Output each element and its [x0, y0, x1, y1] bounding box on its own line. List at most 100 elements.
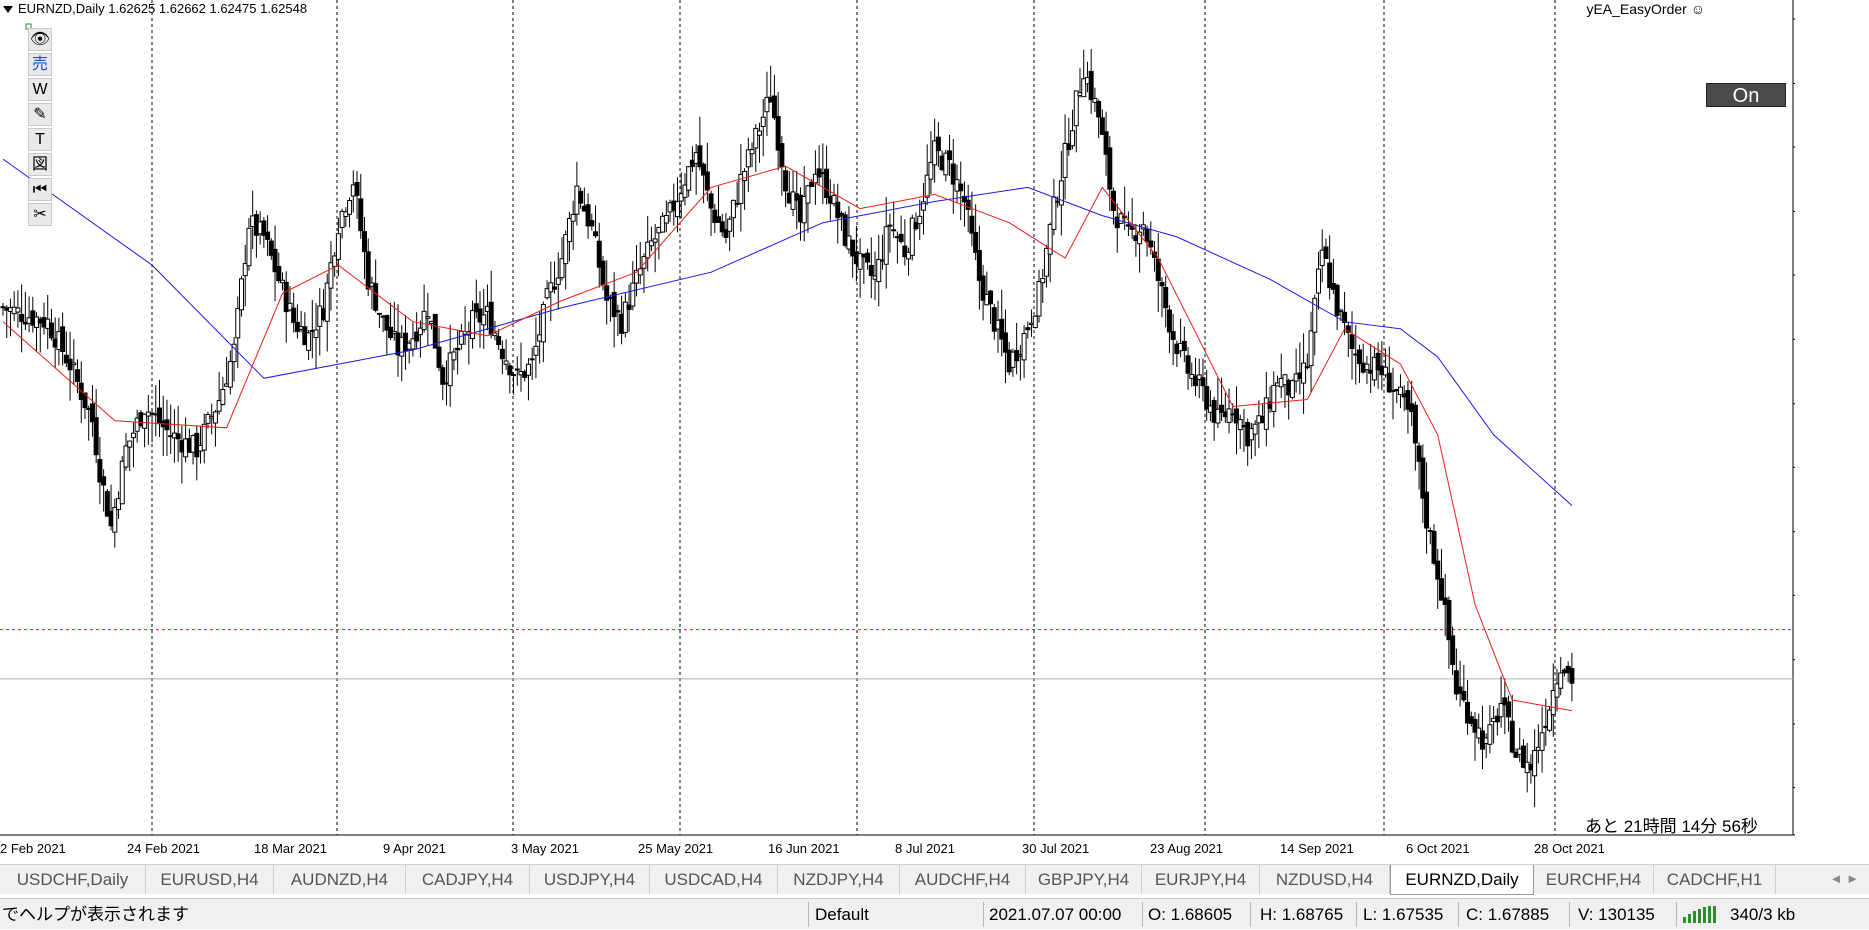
divider [983, 902, 984, 927]
candle-body [1215, 408, 1221, 424]
status-profile[interactable]: Default [815, 905, 869, 924]
candle-body [648, 240, 654, 247]
status-low: L: 1.67535 [1363, 905, 1444, 924]
pencil-icon[interactable]: ✎ [28, 103, 52, 126]
candle-body [950, 163, 956, 185]
candle-body [611, 291, 617, 318]
tab-eurjpy-h4[interactable]: EURJPY,H4 [1142, 865, 1260, 894]
candle-body [1155, 258, 1161, 282]
candle-body [1498, 702, 1504, 718]
tab-gbpjpy-h4[interactable]: GBPJPY,H4 [1026, 865, 1142, 894]
x-tick-label: 24 Feb 2021 [127, 841, 200, 856]
candle-body [1219, 404, 1225, 413]
candle-body [779, 143, 785, 168]
scissors-icon[interactable]: ✂ [28, 203, 52, 226]
candle-body [771, 95, 777, 119]
tab-eurusd-h4[interactable]: EURUSD,H4 [146, 865, 274, 894]
candle-body [1539, 732, 1545, 751]
candle-body [719, 221, 725, 233]
candle-body [1345, 325, 1351, 333]
candle-body [447, 352, 453, 387]
tab-cadjpy-h4[interactable]: CADJPY,H4 [406, 865, 530, 894]
price-chart[interactable]: 1.718801.709701.700701.691601.682601.673… [0, 0, 1795, 862]
w-icon[interactable]: W [28, 78, 52, 101]
candle-body [1237, 419, 1243, 431]
dropdown-triangle-icon[interactable] [3, 6, 13, 14]
chart-area[interactable]: 1.718801.709701.700701.691601.682601.673… [0, 0, 1795, 856]
candle-body [1125, 224, 1131, 227]
candle-body [1118, 213, 1124, 224]
candle-body [704, 171, 710, 191]
candle-body [216, 400, 222, 412]
candle-body [999, 318, 1005, 340]
candle-body [801, 195, 807, 224]
candle-body [887, 224, 893, 227]
candle-body [555, 277, 561, 285]
candle-body [842, 214, 848, 246]
candle-body [1457, 686, 1463, 694]
tab-nzdjpy-h4[interactable]: NZDJPY,H4 [778, 865, 900, 894]
tab-audnzd-h4[interactable]: AUDNZD,H4 [274, 865, 406, 894]
candle-body [432, 313, 438, 349]
rewind-icon[interactable]: ⏮ [28, 178, 52, 201]
candle-body [1002, 332, 1008, 353]
tab-eurchf-h4[interactable]: EURCHF,H4 [1534, 865, 1654, 894]
tab-usdcad-h4[interactable]: USDCAD,H4 [650, 865, 778, 894]
candle-body [1058, 180, 1064, 206]
tab-eurnzd-daily[interactable]: EURNZD,Daily [1390, 865, 1534, 895]
candle-body [824, 168, 830, 198]
candle-body [1181, 340, 1187, 351]
divider [1250, 902, 1251, 927]
tab-nzdusd-h4[interactable]: NZDUSD,H4 [1260, 865, 1390, 894]
candle-body [130, 432, 136, 439]
candle-body [1450, 635, 1456, 665]
candle-body [384, 314, 390, 331]
candle-body [261, 220, 267, 236]
candle-body [1193, 375, 1199, 387]
candle-body [1349, 334, 1355, 350]
candle-body [961, 195, 967, 203]
ea-on-button[interactable]: On [1706, 83, 1786, 107]
tab-cadchf-h1[interactable]: CADCHF,H1 [1654, 865, 1776, 894]
candle-body [898, 233, 904, 243]
tab-usdjpy-h4[interactable]: USDJPY,H4 [530, 865, 650, 894]
candle-body [1472, 719, 1478, 733]
candle-body [1159, 281, 1165, 287]
candle-body [235, 308, 241, 339]
eye-icon[interactable]: 👁 [28, 28, 52, 51]
x-tick-label: 30 Jul 2021 [1022, 841, 1089, 856]
candle-body [1323, 246, 1329, 259]
candle-body [935, 136, 941, 152]
candle-body [622, 301, 628, 333]
candle-body [529, 358, 535, 361]
tab-usdchf-daily[interactable]: USDCHF,Daily [0, 865, 146, 894]
candle-body [1338, 309, 1344, 312]
candle-body [909, 217, 915, 256]
tab-audchf-h4[interactable]: AUDCHF,H4 [900, 865, 1026, 894]
candle-body [1196, 374, 1202, 381]
candle-body [980, 275, 986, 301]
figure-icon[interactable]: 図 [28, 153, 52, 176]
candle-body [1312, 297, 1318, 333]
candle-body [742, 170, 748, 182]
candle-body [947, 150, 953, 161]
candle-body [850, 239, 856, 257]
tab-scroll-arrows[interactable]: ◄ ► [1829, 871, 1859, 886]
candle-body [291, 307, 297, 324]
x-tick-label: 8 Jul 2021 [895, 841, 955, 856]
candle-body [279, 279, 285, 284]
candle-body [1364, 363, 1370, 371]
candle-body [1043, 247, 1049, 277]
candle-body [481, 314, 487, 326]
candle-body [112, 506, 118, 533]
text-icon[interactable]: T [28, 128, 52, 151]
candle-body [1554, 683, 1560, 698]
candle-body [1062, 142, 1068, 178]
candle-body [1088, 70, 1094, 101]
candle-body [932, 140, 938, 166]
candle-body [142, 413, 148, 429]
candle-body [593, 231, 599, 237]
candle-body [511, 374, 517, 377]
candle-body [455, 347, 461, 351]
sell-icon[interactable]: 売 [28, 53, 52, 76]
